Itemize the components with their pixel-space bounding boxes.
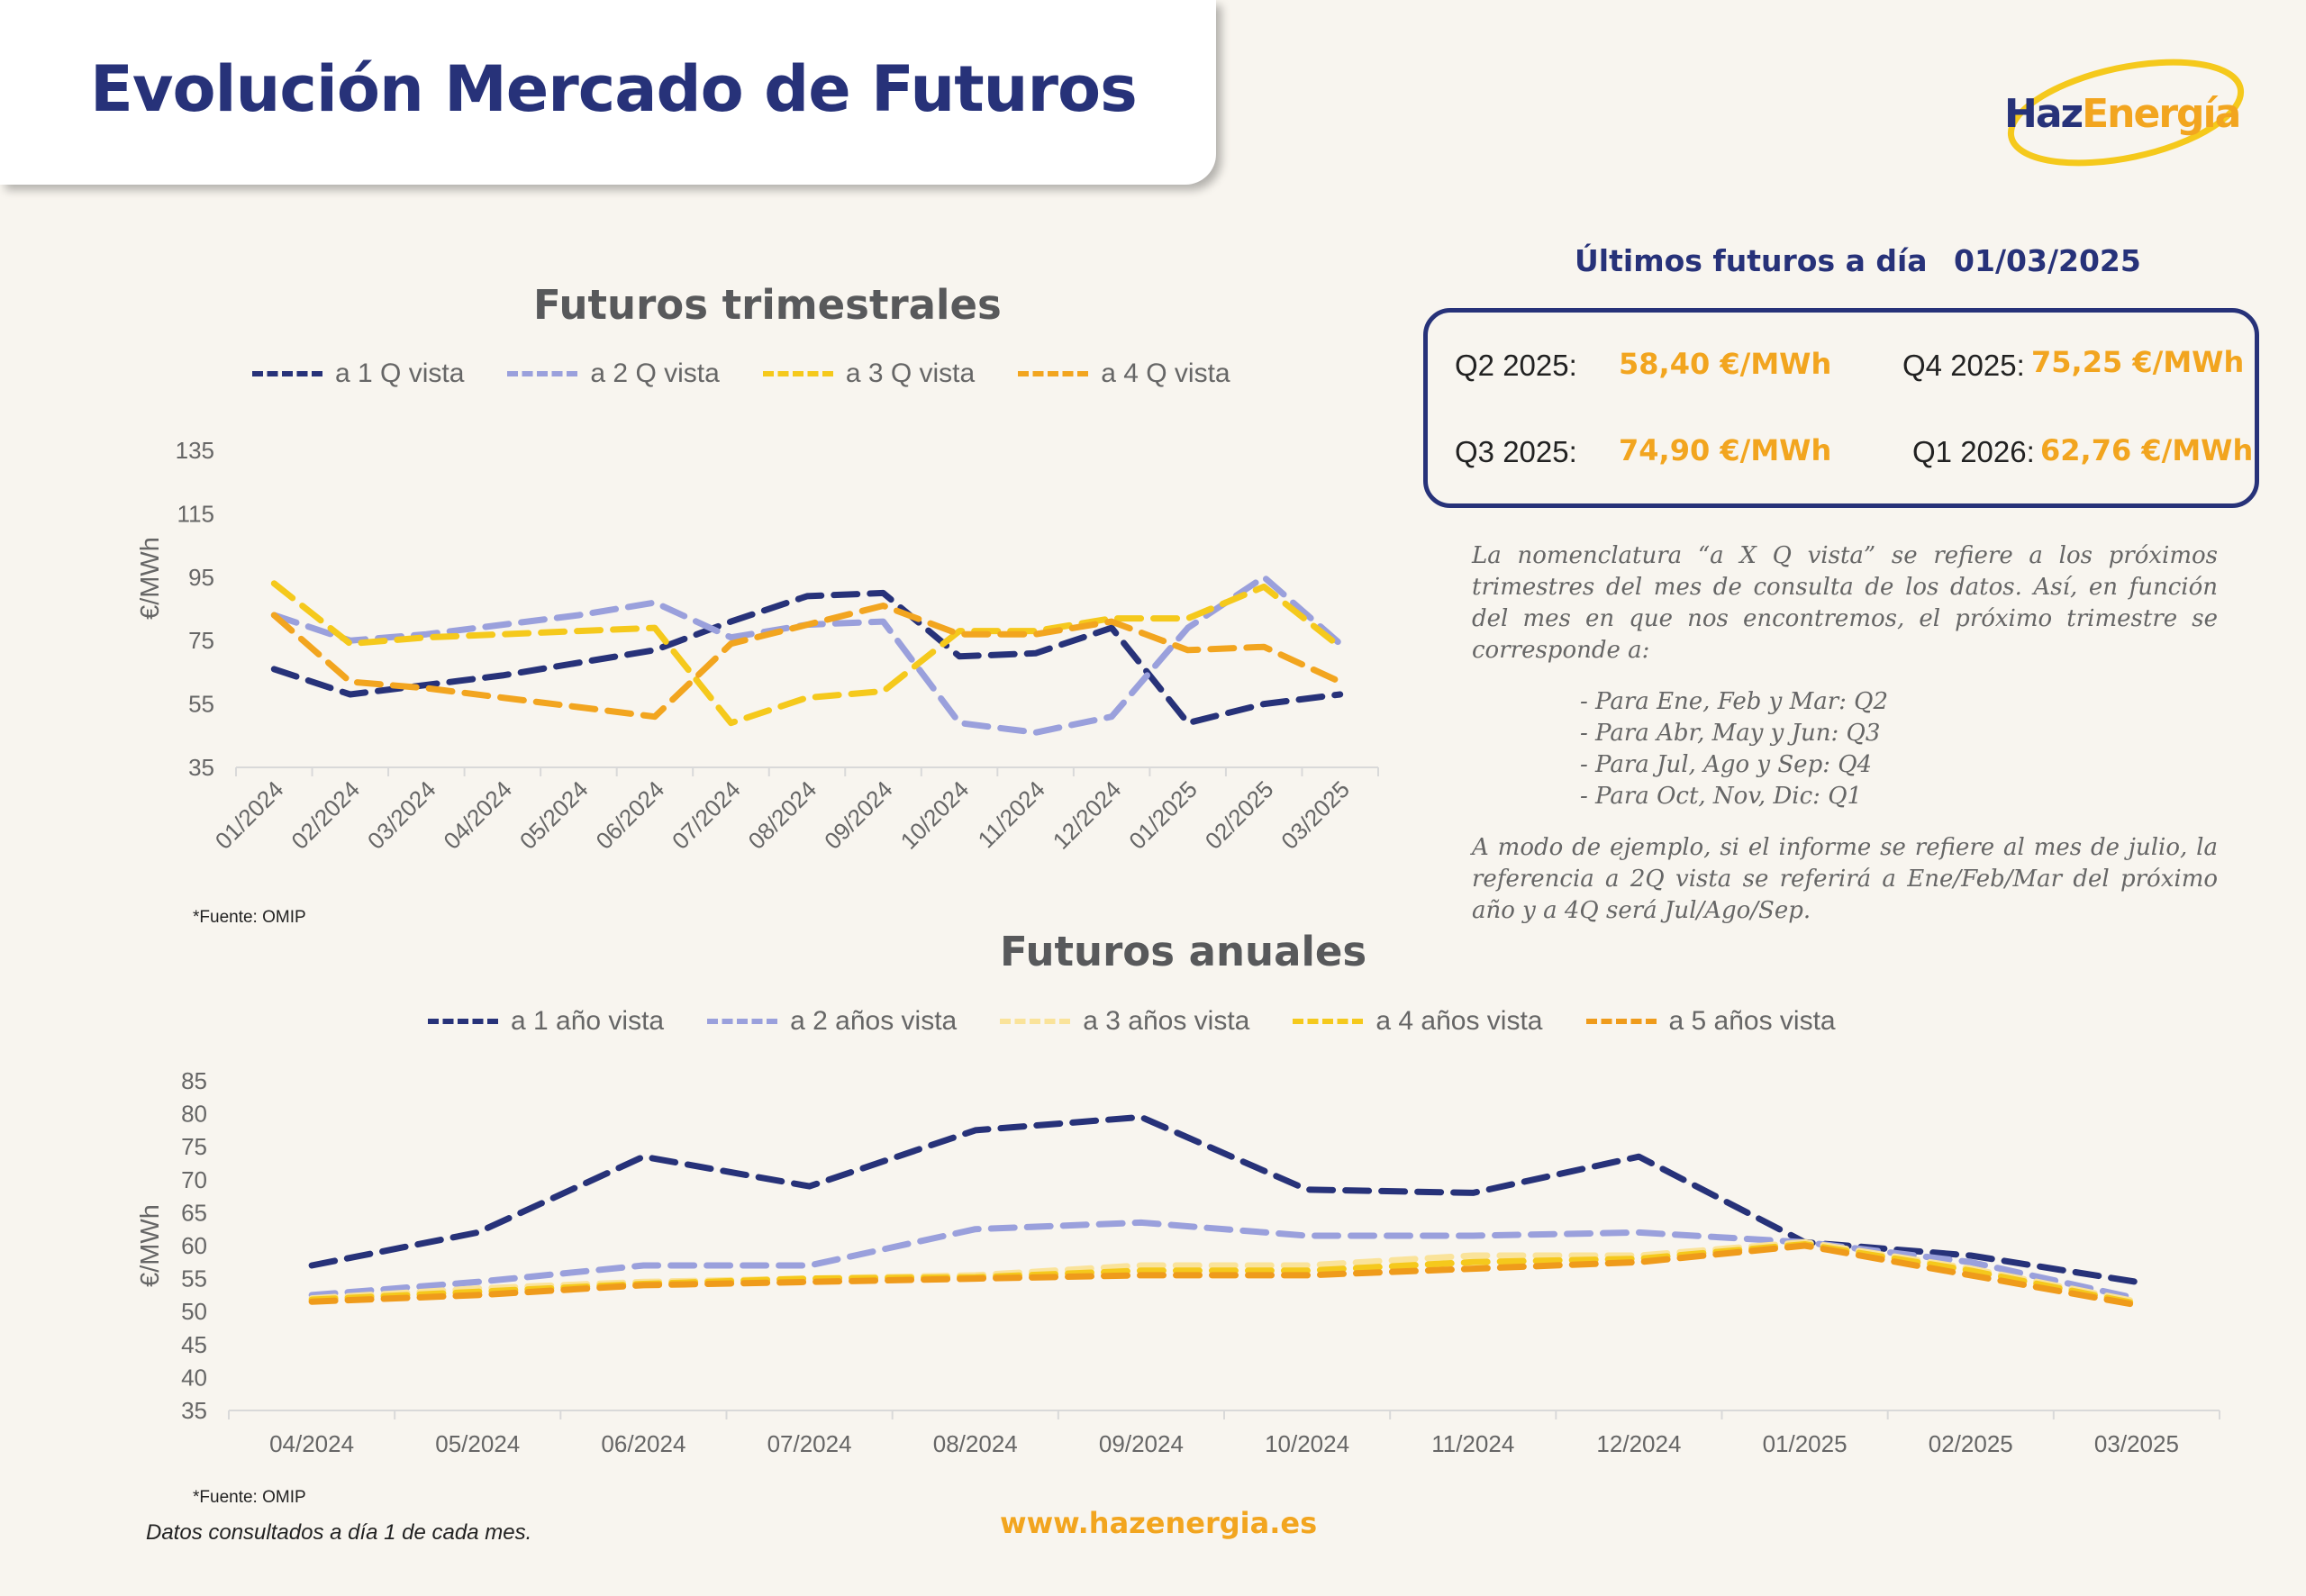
series-line-a-1-q-vista: [270, 589, 1344, 727]
notes-list: - Para Ene, Feb y Mar: Q2 - Para Abr, Ma…: [1580, 686, 2218, 812]
annual-chart-title: Futuros anuales: [1000, 928, 1367, 975]
data-consulted-note: Datos consultados a día 1 de cada mes.: [146, 1520, 532, 1545]
notes-intro: La nomenclatura “a X Q vista” se refiere…: [1472, 542, 2218, 664]
legend-swatch: [1000, 1019, 1071, 1024]
legend-item-a-1-q-vista: a 1 Q vista: [252, 358, 464, 389]
latest-futures-label: Últimos futuros a día: [1575, 243, 1928, 278]
quarterly-source-note: *Fuente: OMIP: [193, 908, 306, 927]
legend-label: a 1 año vista: [511, 1006, 665, 1036]
y-tick-label: 65: [181, 1199, 207, 1226]
latest-futures-title: Últimos futuros a día 01/03/2025: [1575, 243, 2141, 278]
logo-text-haz: Haz: [2004, 91, 2084, 137]
x-tick-label: 01/2025: [1763, 1430, 1848, 1457]
y-tick-label: 40: [181, 1364, 207, 1391]
hazenergia-logo: HazEnergía: [1995, 50, 2256, 171]
legend-label: a 4 años vista: [1375, 1006, 1543, 1036]
website-link[interactable]: www.hazenergia.es: [1000, 1506, 1318, 1540]
y-tick-label: 55: [188, 691, 214, 718]
y-tick-label: 35: [188, 754, 214, 781]
legend-item-a-3-q-vista: a 3 Q vista: [762, 358, 976, 389]
nomenclature-notes: La nomenclatura “a X Q vista” se refiere…: [1472, 540, 2218, 927]
legend-label: a 1 Q vista: [335, 358, 465, 388]
legend-item-a-2-q-vista: a 2 Q vista: [507, 358, 720, 389]
legend-swatch: [507, 371, 578, 376]
legend-item-a-2-anos-vista: a 2 años vista: [707, 1006, 957, 1037]
logo-swoosh-icon: [2007, 59, 2245, 167]
y-tick-label: 135: [176, 437, 214, 464]
series-line-a-5-anos-vista: [308, 1242, 2140, 1309]
quarterly-chart-title: Futuros trimestrales: [533, 281, 1002, 329]
legend-swatch: [762, 371, 833, 376]
notes-list-item: - Para Oct, Nov, Dic: Q1: [1580, 783, 1863, 810]
quarterly-chart-legend: a 1 Q vista a 2 Q vista a 3 Q vista a 4 Q v…: [252, 358, 1274, 389]
quarterly-chart: 3555759511513501/202402/202403/202404/20…: [136, 437, 1379, 855]
x-tick-label: 08/2024: [933, 1430, 1018, 1457]
x-tick-label: 10/2024: [1265, 1430, 1349, 1457]
annual-chart-legend: a 1 año vista a 2 años vista a 3 años vist…: [428, 1006, 1879, 1037]
series-line-a-3-q-vista: [270, 580, 1344, 727]
y-tick-label: 60: [181, 1232, 207, 1259]
legend-label: a 2 Q vista: [590, 358, 720, 388]
x-tick-label: 11/2024: [1431, 1430, 1514, 1457]
legend-swatch: [252, 371, 322, 376]
y-tick-label: 80: [181, 1101, 207, 1128]
series-line-a-4-q-vista: [270, 603, 1344, 721]
legend-item-a-4-anos-vista: a 4 años vista: [1293, 1006, 1543, 1037]
legend-item-a-4-q-vista: a 4 Q vista: [1018, 358, 1230, 389]
notes-list-item: - Para Jul, Ago y Sep: Q4: [1580, 751, 1873, 778]
x-tick-label: 04/2024: [269, 1430, 354, 1457]
legend-label: a 5 años vista: [1668, 1006, 1836, 1036]
y-tick-label: 115: [177, 500, 214, 527]
y-tick-label: 70: [181, 1166, 207, 1193]
legend-item-a-1-ano-vista: a 1 año vista: [428, 1006, 664, 1037]
y-tick-label: 95: [188, 564, 214, 591]
y-axis-title: €/MWh: [136, 1204, 165, 1287]
legend-swatch: [1018, 371, 1089, 376]
y-axis-title: €/MWh: [136, 537, 165, 620]
notes-example: A modo de ejemplo, si el informe se refi…: [1472, 834, 2218, 924]
q3-label: Q3 2025:: [1455, 435, 1577, 468]
x-tick-label: 12/2024: [1596, 1430, 1681, 1457]
q4-label: Q4 2025:: [1902, 349, 2025, 382]
latest-futures-date: 01/03/2025: [1954, 243, 2141, 278]
latest-futures-box: Q2 2025: 58,40 €/MWh Q4 2025: 75,25 €/MW…: [1423, 308, 2259, 508]
q4-value: 75,25 €/MWh: [2031, 345, 2245, 379]
logo-text-energia: Energía: [2082, 91, 2241, 137]
x-tick-label: 05/2024: [435, 1430, 520, 1457]
logo-text: HazEnergía: [2004, 91, 2241, 137]
q1-value: 62,76 €/MWh: [2040, 433, 2254, 467]
annual-source-note: *Fuente: OMIP: [193, 1488, 306, 1507]
page-title: Evolución Mercado de Futuros: [90, 52, 1138, 126]
notes-list-item: - Para Abr, May y Jun: Q3: [1580, 720, 1881, 747]
legend-swatch: [428, 1019, 498, 1024]
y-tick-label: 75: [188, 627, 214, 654]
x-tick-label: 02/2025: [1929, 1430, 2013, 1457]
q3-value: 74,90 €/MWh: [1619, 433, 1832, 467]
x-tick-label: 09/2024: [1099, 1430, 1184, 1457]
q2-label: Q2 2025:: [1455, 349, 1577, 382]
legend-swatch: [1585, 1019, 1657, 1024]
x-tick-label: 07/2024: [767, 1430, 852, 1457]
y-tick-label: 50: [181, 1298, 207, 1325]
legend-item-a-5-anos-vista: a 5 años vista: [1585, 1006, 1836, 1037]
y-tick-label: 35: [181, 1397, 207, 1424]
y-tick-label: 75: [181, 1133, 207, 1160]
x-tick-label: 06/2024: [601, 1430, 685, 1457]
legend-item-a-3-anos-vista: a 3 años vista: [1000, 1006, 1249, 1037]
y-tick-label: 55: [181, 1265, 207, 1292]
y-tick-label: 45: [181, 1331, 207, 1358]
y-tick-label: 85: [181, 1067, 207, 1094]
annual-chart: 35 40 45 50 55 60 65 70 75 80 85 04/2024 05/2024 06/2…: [136, 1067, 2220, 1457]
legend-label: a 2 años vista: [790, 1006, 958, 1036]
legend-label: a 3 años vista: [1083, 1006, 1250, 1036]
legend-swatch: [1293, 1019, 1364, 1024]
notes-list-item: - Para Ene, Feb y Mar: Q2: [1580, 688, 1889, 715]
legend-label: a 4 Q vista: [1101, 358, 1230, 388]
title-card: Evolución Mercado de Futuros: [0, 0, 1216, 185]
q2-value: 58,40 €/MWh: [1619, 347, 1832, 381]
q1-label: Q1 2026:: [1912, 435, 2035, 468]
legend-label: a 3 Q vista: [845, 358, 976, 388]
legend-swatch: [707, 1019, 778, 1024]
x-tick-label: 03/2025: [2094, 1430, 2179, 1457]
